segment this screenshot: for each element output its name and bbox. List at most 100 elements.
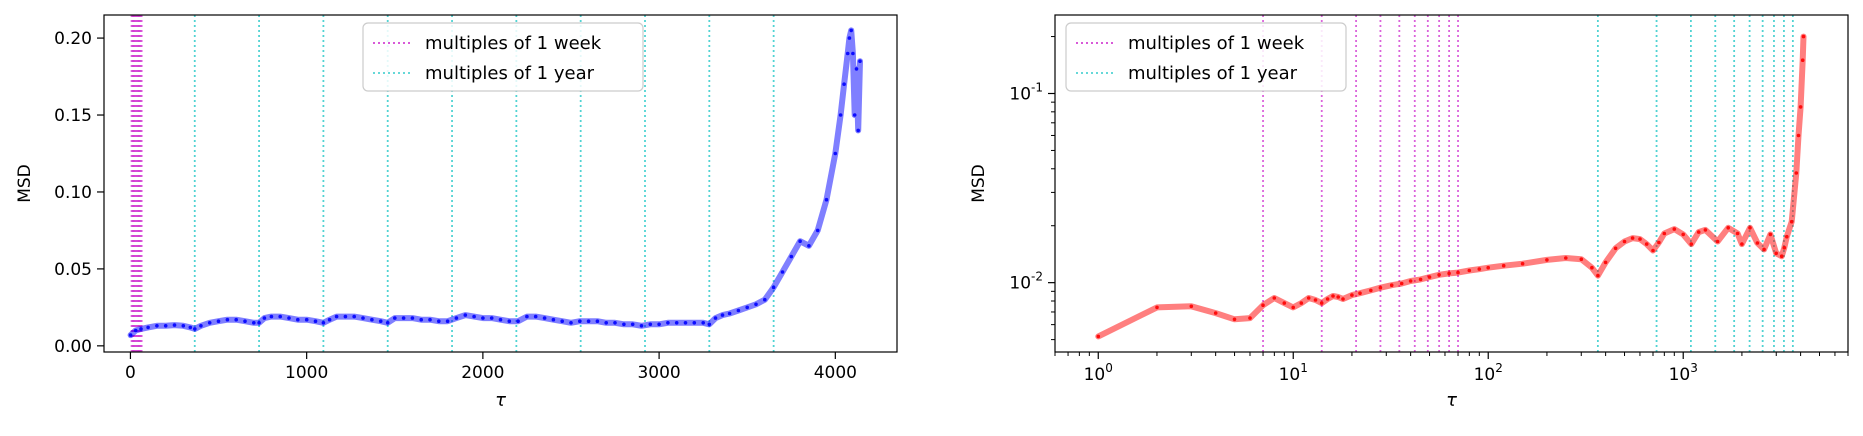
data-point	[1703, 228, 1708, 232]
data-point	[139, 327, 143, 331]
data-point	[701, 321, 705, 325]
data-point	[445, 319, 450, 324]
data-point	[1796, 133, 1801, 138]
data-point	[472, 314, 476, 319]
data-point	[454, 316, 459, 320]
data-point	[1651, 248, 1655, 253]
data-point	[1486, 265, 1490, 270]
data-point	[1689, 242, 1694, 246]
data-point	[1155, 305, 1159, 310]
data-point	[1319, 301, 1324, 305]
data-point	[199, 324, 203, 328]
data-point	[789, 254, 794, 259]
data-point	[133, 328, 138, 333]
data-point	[1603, 260, 1608, 265]
legend-label: multiples of 1 year	[425, 63, 595, 84]
data-point	[287, 316, 291, 320]
data-point	[1408, 279, 1413, 283]
data-point	[1389, 283, 1394, 288]
data-point	[533, 314, 538, 319]
data-point	[428, 317, 432, 322]
data-point	[1644, 242, 1649, 246]
data-point	[163, 324, 168, 328]
data-point	[1785, 234, 1789, 239]
data-point	[234, 317, 238, 322]
data-point	[856, 128, 860, 133]
data-point	[595, 319, 600, 324]
data-point	[852, 113, 857, 117]
data-point	[327, 317, 332, 322]
legend-box	[1065, 22, 1347, 92]
data-point	[1774, 251, 1778, 256]
data-point	[707, 322, 712, 327]
data-point	[1748, 226, 1752, 230]
data-point	[657, 322, 661, 327]
axes-frame	[1054, 14, 1849, 353]
data-point	[763, 297, 767, 302]
data-point	[1437, 273, 1441, 277]
data-point	[1800, 58, 1805, 62]
data-point	[560, 319, 564, 324]
data-point	[1715, 239, 1720, 244]
data-point	[481, 316, 485, 320]
data-point	[1306, 296, 1311, 300]
y-tick-label: 0.15	[54, 106, 92, 126]
legend-label: multiples of 1 week	[1128, 33, 1305, 54]
x-tick-label: 1000	[285, 363, 328, 383]
x-tick-label: 4000	[814, 363, 857, 383]
x-tick-label: 2000	[461, 363, 504, 383]
x-tick-label: 102	[1474, 361, 1503, 385]
data-point	[1798, 105, 1803, 109]
data-point	[692, 321, 697, 325]
y-axis-label: MSD	[969, 164, 989, 203]
data-point	[1456, 270, 1460, 275]
data-point	[824, 197, 829, 202]
data-point	[410, 316, 415, 320]
data-point	[1696, 230, 1701, 234]
data-point	[1779, 254, 1784, 258]
data-point	[1782, 245, 1787, 250]
data-point	[815, 228, 820, 233]
data-point	[727, 311, 732, 316]
data-point	[1261, 303, 1265, 308]
data-point	[1681, 232, 1685, 237]
data-point	[845, 51, 850, 56]
data-point	[745, 305, 749, 310]
data-point	[1735, 231, 1740, 236]
data-point	[181, 324, 186, 328]
data-point	[798, 239, 802, 243]
data-point	[578, 319, 582, 324]
x-tick-label: 101	[1279, 361, 1308, 385]
data-point	[1762, 247, 1766, 252]
data-point	[1291, 305, 1295, 310]
data-point	[1662, 231, 1667, 236]
data-point	[1596, 273, 1600, 278]
data-point	[780, 270, 785, 274]
data-point	[378, 319, 383, 324]
data-point	[1477, 267, 1482, 271]
data-point	[1447, 271, 1451, 276]
legend-label: multiples of 1 year	[1128, 63, 1298, 84]
data-point	[1325, 297, 1330, 301]
data-point	[216, 319, 221, 324]
data-point	[1579, 257, 1584, 262]
data-point	[542, 316, 547, 320]
data-point	[269, 314, 274, 319]
data-point	[313, 319, 318, 324]
data-point	[393, 316, 397, 320]
y-tick-label: 0.10	[54, 183, 92, 203]
data-point	[243, 319, 247, 324]
y-tick-label: 10-1	[1009, 80, 1043, 104]
data-point	[463, 313, 468, 317]
data-point	[1213, 311, 1218, 315]
data-point	[401, 316, 406, 320]
y-axis-label: MSD	[15, 164, 35, 203]
data-point	[1755, 241, 1760, 245]
y-tick-label: 0.20	[54, 29, 92, 49]
data-point	[1545, 258, 1549, 262]
x-tick-label: 103	[1669, 361, 1698, 385]
plot-linear: 0 1000 2000 3000 4000 0.00 0.05 0.10 0.15 0.20 τ MS…	[15, 14, 898, 411]
data-point	[1768, 232, 1773, 237]
data-point	[207, 321, 212, 325]
